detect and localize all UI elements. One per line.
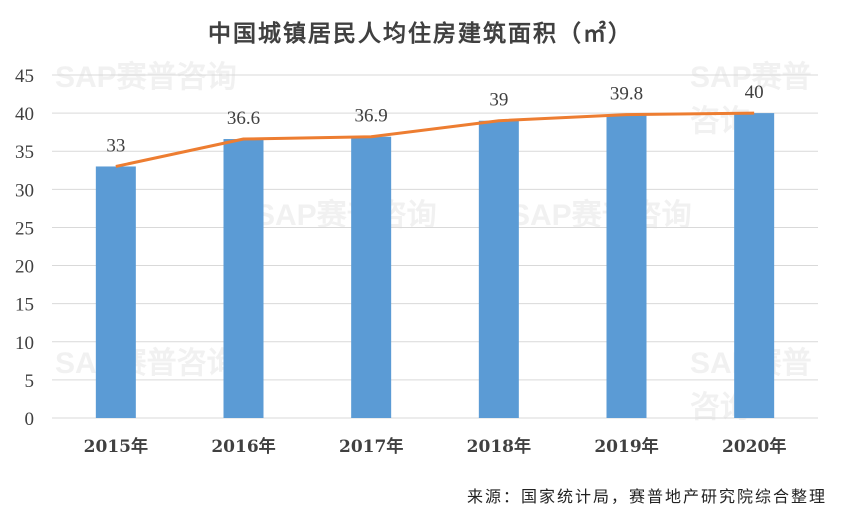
watermark: SAP赛普咨询	[55, 347, 237, 380]
y-tick-label: 40	[15, 104, 34, 125]
bar	[606, 114, 647, 418]
x-tick-label: 2017年	[339, 436, 403, 457]
y-tick-label: 10	[15, 333, 34, 354]
y-tick-label: 0	[25, 409, 35, 430]
watermark: SAP赛普咨询	[255, 199, 437, 232]
data-label: 36.9	[355, 106, 388, 127]
source-note: 来源：国家统计局，赛普地产研究院综合整理	[466, 487, 827, 506]
data-label: 39	[489, 90, 508, 111]
bar	[223, 139, 264, 418]
bar	[734, 113, 775, 418]
data-label: 39.8	[610, 84, 643, 105]
watermark: SAP赛普咨询	[510, 199, 692, 232]
y-tick-label: 20	[15, 257, 34, 278]
series-line	[115, 111, 755, 168]
y-tick-label: 30	[15, 180, 34, 201]
bar	[478, 120, 519, 418]
bar	[351, 136, 392, 419]
x-tick-label: 2020年	[722, 436, 786, 457]
watermark: SAP赛普咨询	[55, 61, 237, 94]
y-tick-label: 45	[15, 66, 34, 87]
data-label: 33	[106, 135, 125, 156]
x-tick-label: 2016年	[211, 436, 275, 457]
bar	[95, 166, 136, 418]
data-label: 40	[745, 82, 764, 103]
y-tick-label: 35	[15, 142, 34, 163]
y-tick-label: 25	[15, 218, 34, 239]
data-label: 36.6	[227, 108, 260, 129]
y-tick-label: 5	[25, 371, 35, 392]
x-tick-label: 2018年	[467, 436, 531, 457]
y-tick-label: 15	[15, 295, 34, 316]
x-tick-label: 2015年	[84, 436, 148, 457]
x-tick-label: 2019年	[594, 436, 658, 457]
chart-title: 中国城镇居民人均住房建筑面积（㎡）	[208, 20, 633, 47]
